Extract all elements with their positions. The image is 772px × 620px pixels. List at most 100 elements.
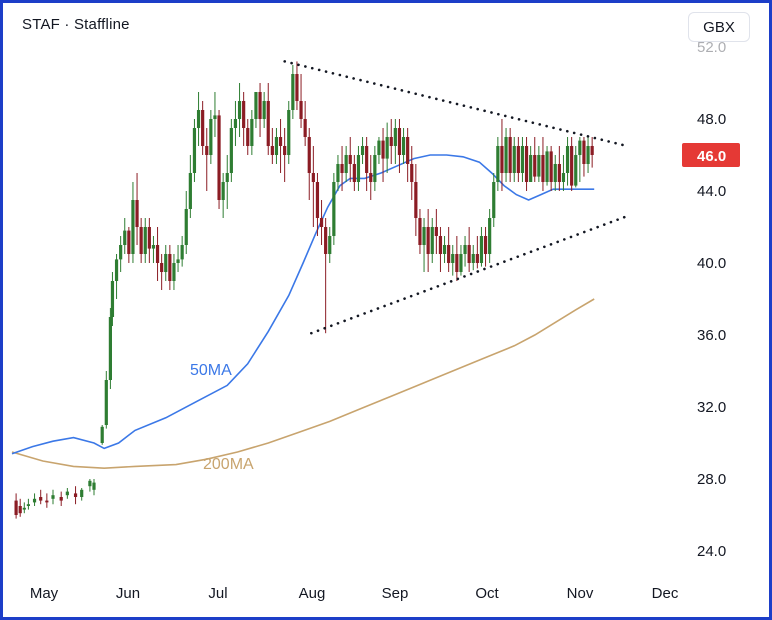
- candle-body: [311, 173, 315, 182]
- candle-body: [488, 218, 492, 254]
- candle: [340, 146, 344, 191]
- candle-body: [348, 155, 352, 164]
- candle-body: [59, 497, 63, 501]
- candle-body: [287, 110, 291, 155]
- candle: [135, 173, 139, 245]
- candle: [401, 128, 406, 164]
- candle: [233, 101, 238, 146]
- candle: [315, 173, 320, 236]
- candle: [524, 137, 529, 191]
- candles-layer: [14, 61, 594, 519]
- candle-body: [483, 236, 488, 254]
- candle-body: [262, 101, 266, 119]
- candle-body: [479, 236, 484, 263]
- x-tick-label: Jul: [208, 585, 227, 602]
- candle: [246, 119, 250, 155]
- candle: [475, 236, 479, 269]
- candle-body: [356, 155, 361, 182]
- candle: [557, 146, 561, 191]
- candle-body: [537, 155, 541, 177]
- candle: [287, 101, 291, 164]
- trendline-lower: [309, 214, 629, 335]
- x-tick-label: May: [30, 585, 59, 602]
- candle: [426, 209, 430, 272]
- candle-body: [196, 110, 201, 128]
- candle-body: [147, 227, 151, 249]
- candle: [80, 488, 84, 501]
- labels-layer: 50MA 200MA: [190, 362, 254, 473]
- candle: [73, 486, 78, 505]
- candle-body: [221, 182, 225, 200]
- candle-body: [233, 119, 238, 128]
- candle-body: [258, 92, 262, 119]
- candle-body: [533, 155, 537, 177]
- candle: [123, 218, 127, 254]
- candle: [32, 493, 37, 506]
- candle-body: [324, 227, 328, 254]
- candle: [479, 227, 484, 267]
- candle-body: [155, 245, 160, 263]
- ma200-label: 200MA: [203, 456, 254, 473]
- candle-body: [578, 140, 582, 155]
- x-tick-label: Oct: [475, 585, 499, 602]
- candle: [88, 479, 92, 492]
- candle: [561, 155, 566, 191]
- candle-body: [377, 140, 381, 155]
- candle-body: [184, 209, 188, 245]
- candle-body: [422, 227, 426, 245]
- candle-body: [131, 200, 135, 254]
- candle: [488, 209, 492, 263]
- candle: [274, 128, 279, 164]
- candle-body: [307, 137, 311, 173]
- candle-body: [110, 281, 115, 317]
- candle: [459, 245, 463, 276]
- y-axis: 24.0 28.0 32.0 36.0 40.0 44.0 48.0 52.0 46.0: [682, 39, 740, 560]
- candle-body: [389, 137, 393, 146]
- candle: [471, 245, 475, 271]
- candle-body: [455, 254, 459, 272]
- candle-body: [108, 317, 112, 380]
- candle-body: [225, 173, 229, 182]
- candle: [455, 236, 459, 281]
- candle: [590, 137, 594, 168]
- candle: [422, 218, 426, 272]
- candle-body: [143, 227, 147, 254]
- ma200-layer: [11, 298, 595, 470]
- candle: [582, 137, 586, 177]
- candle: [147, 218, 151, 263]
- currency-button[interactable]: GBX: [688, 12, 750, 42]
- candle-body: [541, 155, 545, 182]
- candle-body: [582, 140, 586, 164]
- candle: [344, 146, 348, 182]
- candle: [369, 155, 373, 200]
- candle: [492, 173, 496, 227]
- candle-body: [209, 119, 213, 155]
- candle-body: [586, 146, 590, 164]
- candle-body: [496, 146, 500, 182]
- candle: [155, 227, 160, 281]
- candle-body: [139, 227, 143, 254]
- candle: [533, 137, 537, 182]
- candle-body: [360, 146, 365, 155]
- candle: [393, 119, 397, 164]
- candle: [307, 128, 311, 200]
- candle: [381, 128, 385, 182]
- candle-body: [459, 254, 463, 272]
- candle-body: [524, 146, 529, 182]
- candle: [410, 146, 414, 200]
- candle: [328, 227, 332, 263]
- candle-body: [504, 137, 508, 173]
- candle: [438, 227, 443, 272]
- candle: [348, 137, 352, 182]
- candle: [332, 173, 336, 245]
- candle: [160, 254, 164, 290]
- candle-body: [18, 506, 22, 514]
- candle: [365, 137, 369, 191]
- y-tick-label: 24.0: [697, 543, 726, 560]
- candle: [360, 137, 365, 164]
- candle-body: [328, 236, 332, 254]
- candle: [356, 146, 361, 191]
- candle: [319, 200, 324, 245]
- candle-body: [410, 164, 414, 182]
- candle-body: [22, 507, 26, 510]
